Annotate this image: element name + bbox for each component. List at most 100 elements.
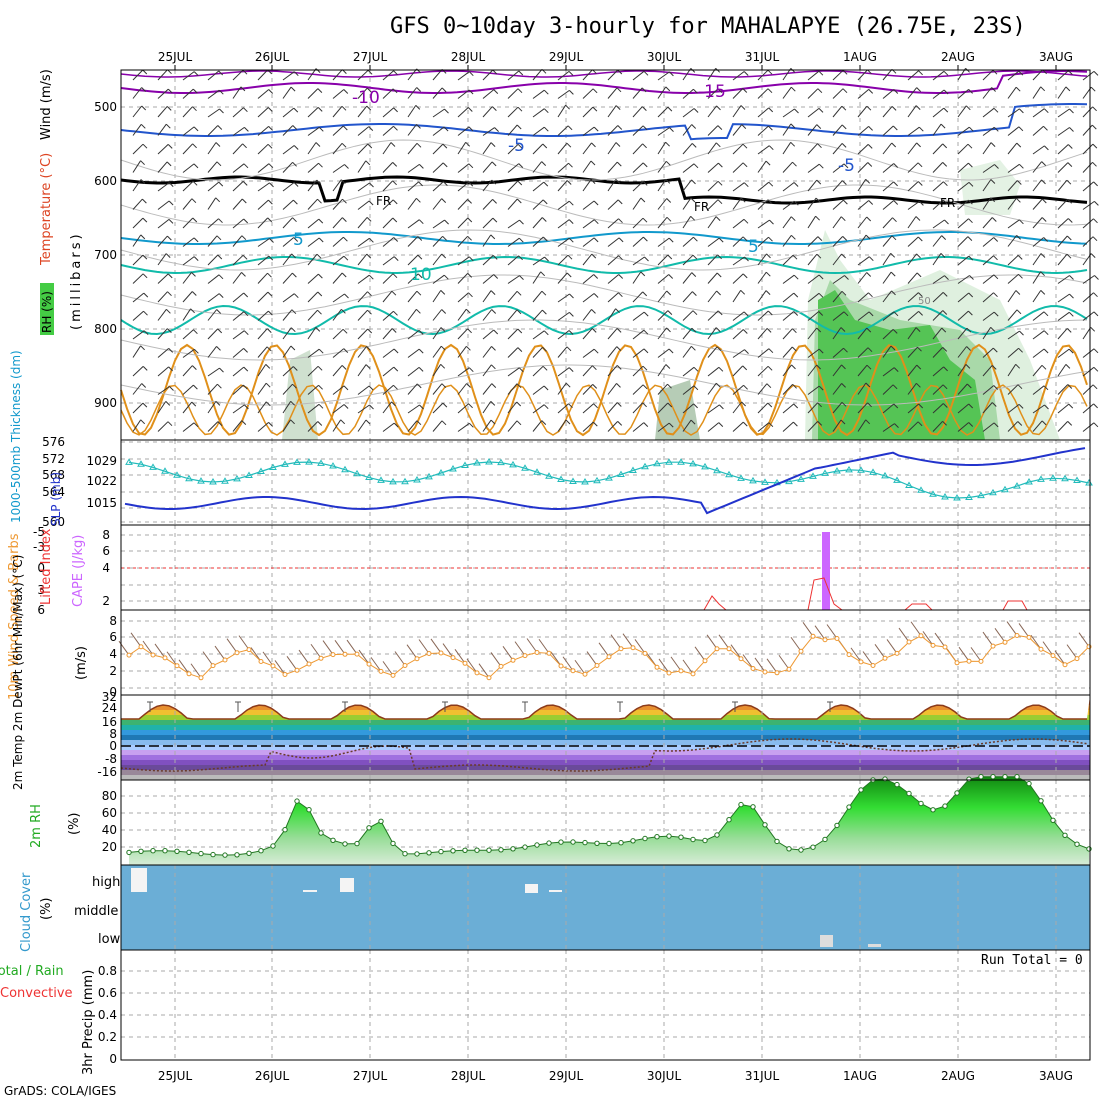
rh-point (402, 851, 408, 857)
wind-barb-feather (740, 289, 746, 295)
wind-barb-staff (607, 199, 619, 210)
wind-barb-feather (315, 68, 321, 73)
wind-barb-staff (607, 255, 619, 266)
wind-barb-feather (692, 291, 697, 296)
wind-barb-feather (768, 107, 774, 113)
wind-barb-staff (857, 162, 869, 173)
wind-barb-feather (441, 420, 447, 426)
wind10-barb (262, 651, 274, 667)
wind-barb-feather (217, 421, 223, 426)
wind-barb-staff (307, 198, 318, 210)
wind-barb-feather (292, 383, 297, 389)
wind-barb-staff (782, 421, 794, 432)
wind-barb-feather (1040, 290, 1046, 295)
wind-barb-feather (1092, 236, 1098, 242)
wind-barb-feather (568, 200, 574, 206)
wind-barb-feather (1094, 201, 1099, 206)
wind-barb-feather (717, 254, 722, 260)
wind-barb-feather (944, 275, 949, 280)
wind-barb-feather (168, 366, 173, 372)
wind-barb-staff (707, 180, 719, 192)
thickness-marker (389, 477, 397, 485)
wind-barb-feather (892, 329, 898, 334)
wind-barb-feather (815, 197, 821, 203)
thickness-marker (1073, 476, 1081, 484)
wind-barb-feather (568, 367, 574, 372)
wind-barb-staff (907, 382, 917, 395)
wind-barb-staff (132, 402, 144, 414)
rh-point (774, 838, 780, 845)
wind-barb-staff (632, 70, 645, 81)
rh-point (486, 847, 492, 853)
wind-barb-feather (942, 292, 948, 297)
wind-barb-staff (1007, 142, 1018, 155)
wind-barb-feather (791, 364, 796, 370)
wind-barb-staff (982, 69, 994, 81)
wind-barb-staff (507, 180, 519, 192)
wind-barb-feather (467, 273, 473, 278)
wind-barb-staff (257, 346, 268, 358)
wind-barb-feather (966, 383, 972, 389)
wind10-barb (886, 639, 898, 654)
wind-barb-feather (867, 162, 873, 167)
wind10-barb (682, 659, 694, 675)
wind10-point (834, 636, 840, 641)
wind-barb-feather (365, 419, 371, 425)
convective-label: Convective (0, 986, 73, 1001)
wind-barb-feather (441, 198, 447, 203)
wind-barb-feather (891, 290, 896, 296)
wind-barb-staff (157, 235, 168, 247)
wind-barb-feather (165, 401, 171, 406)
wind-barb-feather (467, 235, 472, 241)
wind-barb-feather (818, 385, 824, 391)
wind-barb-staff (257, 291, 269, 303)
wind-barb-feather (893, 163, 899, 168)
wind-barb-staff (182, 143, 193, 155)
rh-point (414, 851, 420, 857)
wind-barb-staff (432, 274, 445, 284)
wind-barb-feather (692, 310, 698, 316)
wind-barb-feather (792, 161, 797, 167)
wind-barb-feather (741, 124, 747, 129)
wind-barb-staff (757, 310, 769, 321)
wind-barb-staff (1007, 421, 1019, 432)
rh-point (198, 850, 204, 857)
y-tick-label: 8 (109, 614, 117, 628)
wind-barb-staff (832, 383, 842, 395)
rh-point (1002, 774, 1008, 780)
wind-barb-staff (807, 274, 820, 284)
wind-barb-feather (994, 164, 999, 169)
wind-barb-staff (257, 401, 267, 414)
wind-barb-staff (182, 71, 195, 81)
wind-barb-staff (132, 383, 143, 395)
wind-barb-staff (857, 364, 868, 377)
wind-barb-feather (317, 421, 323, 426)
wind10-barb (598, 642, 610, 658)
wind-barb-feather (1040, 271, 1045, 277)
wind-barb-staff (982, 217, 993, 229)
wind-barb-staff (732, 71, 745, 81)
wind-barb-staff (1007, 330, 1020, 340)
wind-barb-staff (732, 236, 744, 247)
wind-barb-staff (757, 181, 770, 192)
rh-point (474, 847, 480, 853)
wind-barb-feather (1043, 311, 1049, 317)
wind-barb-staff (457, 217, 469, 229)
wind-barb-staff (157, 253, 167, 266)
wind-barb-staff (557, 104, 567, 118)
wind-barb-staff (482, 217, 494, 229)
wind-barb-staff (357, 253, 368, 266)
wind-barb-feather (317, 291, 323, 297)
wind-barb-staff (832, 216, 842, 229)
y-tick-label: 0.6 (98, 986, 117, 1000)
wind-barb-feather (841, 401, 847, 407)
wind-barb-staff (407, 273, 419, 284)
wind-barb-staff (607, 69, 619, 81)
total-rain-label: Total / Rain (0, 964, 64, 979)
wind-barb-staff (757, 271, 767, 284)
rh-point (354, 840, 360, 847)
wind-barb-feather (1043, 125, 1048, 131)
wind10-point (870, 663, 876, 668)
wind-barb-staff (382, 384, 394, 395)
wind-barb-feather (167, 88, 173, 94)
